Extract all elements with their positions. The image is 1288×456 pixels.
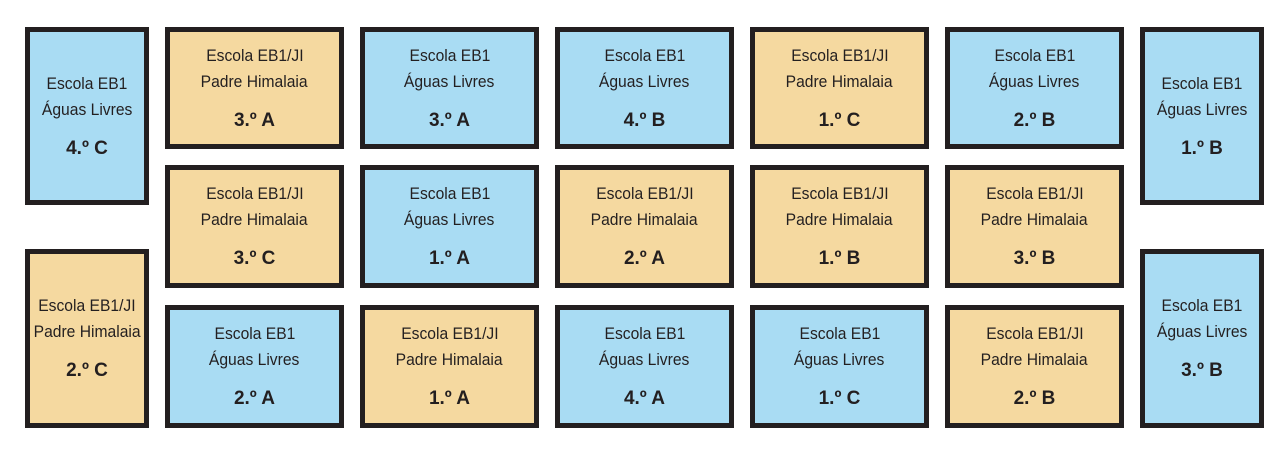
school-name-line1: Escola EB1/JI xyxy=(595,184,694,203)
class-card: Escola EB1/JI Padre Himalaia 1.º A xyxy=(360,305,539,428)
class-card: Escola EB1/JI Padre Himalaia 3.º A xyxy=(165,27,344,149)
class-card: Escola EB1/JI Padre Himalaia 3.º B xyxy=(945,165,1124,288)
school-name-line2: Padre Himalaia xyxy=(981,350,1088,369)
school-name-line1: Escola EB1/JI xyxy=(790,45,889,65)
class-label: 1.º A xyxy=(428,388,471,409)
school-name-line1: Escola EB1 xyxy=(214,324,295,343)
school-name-line2: Águas Livres xyxy=(794,350,885,369)
class-card: Escola EB1/JI Padre Himalaia 2.º C xyxy=(25,249,149,428)
school-name-line2: Padre Himalaia xyxy=(201,71,308,91)
class-card: Escola EB1 Águas Livres 1.º C xyxy=(750,305,929,428)
school-name-line1: Escola EB1/JI xyxy=(205,184,304,203)
class-label: 3.º C xyxy=(233,248,276,269)
class-label: 2.º A xyxy=(623,248,666,269)
school-name-line1: Escola EB1/JI xyxy=(985,184,1084,203)
class-label: 1.º C xyxy=(818,388,861,409)
class-label: 3.º B xyxy=(1013,248,1056,269)
class-card: Escola EB1 Águas Livres 3.º B xyxy=(1140,249,1264,428)
school-name-line2: Padre Himalaia xyxy=(981,210,1088,229)
school-name-line2: Águas Livres xyxy=(209,350,300,369)
class-card: Escola EB1 Águas Livres 4.º C xyxy=(25,27,149,205)
school-name-line1: Escola EB1/JI xyxy=(790,184,889,203)
school-name-line1: Escola EB1 xyxy=(604,324,685,343)
class-label: 3.º A xyxy=(428,109,471,131)
school-name-line2: Padre Himalaia xyxy=(201,210,308,229)
class-label: 3.º B xyxy=(1181,360,1223,381)
class-label: 1.º A xyxy=(428,248,471,269)
class-card: Escola EB1 Águas Livres 4.º A xyxy=(555,305,734,428)
class-card: Escola EB1/JI Padre Himalaia 1.º B xyxy=(750,165,929,288)
school-name-line2: Águas Livres xyxy=(41,99,133,119)
school-name-line1: Escola EB1/JI xyxy=(400,324,499,343)
class-label: 1.º C xyxy=(818,109,861,131)
school-name-line2: Águas Livres xyxy=(404,71,495,91)
school-name-line1: Escola EB1 xyxy=(409,45,490,65)
class-card: Escola EB1 Águas Livres 3.º A xyxy=(360,27,539,149)
class-card: Escola EB1/JI Padre Himalaia 1.º C xyxy=(750,27,929,149)
school-name-line2: Padre Himalaia xyxy=(396,350,503,369)
school-name-line1: Escola EB1 xyxy=(409,184,490,203)
class-label: 2.º C xyxy=(66,360,108,381)
class-label: 4.º A xyxy=(623,388,666,409)
class-label: 2.º B xyxy=(1013,388,1056,409)
school-name-line2: Padre Himalaia xyxy=(786,71,893,91)
school-name-line1: Escola EB1/JI xyxy=(205,45,304,65)
class-card: Escola EB1 Águas Livres 1.º A xyxy=(360,165,539,288)
school-name-line2: Águas Livres xyxy=(599,350,690,369)
school-name-line2: Águas Livres xyxy=(404,210,495,229)
school-name-line1: Escola EB1 xyxy=(604,45,685,65)
school-name-line2: Águas Livres xyxy=(989,71,1080,91)
class-label: 1.º B xyxy=(1181,137,1223,159)
class-card: Escola EB1/JI Padre Himalaia 2.º B xyxy=(945,305,1124,428)
class-card: Escola EB1/JI Padre Himalaia 3.º C xyxy=(165,165,344,288)
school-name-line1: Escola EB1/JI xyxy=(38,296,136,315)
class-card: Escola EB1 Águas Livres 2.º A xyxy=(165,305,344,428)
class-label: 1.º B xyxy=(818,248,861,269)
class-label: 2.º A xyxy=(233,388,276,409)
school-name-line2: Águas Livres xyxy=(599,71,690,91)
school-name-line2: Águas Livres xyxy=(1156,99,1248,119)
school-name-line1: Escola EB1/JI xyxy=(985,324,1084,343)
school-name-line1: Escola EB1 xyxy=(799,324,880,343)
class-card: Escola EB1 Águas Livres 4.º B xyxy=(555,27,734,149)
class-label: 3.º A xyxy=(233,109,276,131)
class-card: Escola EB1 Águas Livres 2.º B xyxy=(945,27,1124,149)
school-name-line2: Águas Livres xyxy=(1156,322,1248,341)
school-name-line1: Escola EB1 xyxy=(1161,73,1243,93)
school-name-line1: Escola EB1 xyxy=(1161,296,1243,315)
class-label: 4.º B xyxy=(623,109,666,131)
class-card: Escola EB1 Águas Livres 1.º B xyxy=(1140,27,1264,205)
class-card: Escola EB1/JI Padre Himalaia 2.º A xyxy=(555,165,734,288)
class-label: 4.º C xyxy=(66,137,108,159)
school-name-line1: Escola EB1 xyxy=(994,45,1075,65)
school-name-line2: Padre Himalaia xyxy=(786,210,893,229)
school-name-line1: Escola EB1 xyxy=(46,73,128,93)
school-name-line2: Padre Himalaia xyxy=(591,210,698,229)
class-label: 2.º B xyxy=(1013,109,1056,131)
school-name-line2: Padre Himalaia xyxy=(33,322,141,341)
